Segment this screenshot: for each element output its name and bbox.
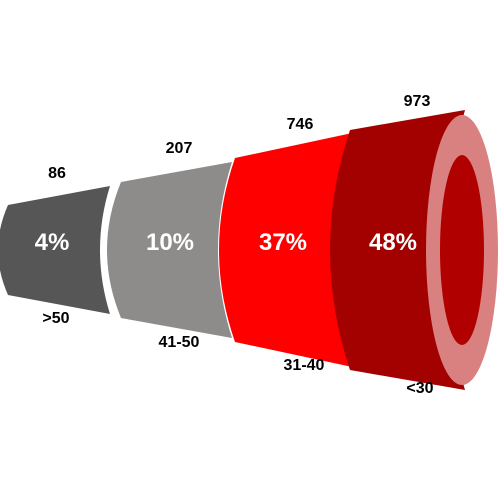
funnel-segment-1 — [0, 186, 110, 314]
segment-percent-label: 10% — [146, 229, 194, 256]
funnel-segment-3 — [219, 132, 357, 368]
segment-value-label: 973 — [404, 93, 431, 110]
segment-category-label: >50 — [42, 310, 69, 327]
segment-category-label: <30 — [406, 380, 433, 397]
segment-category-label: 41-50 — [159, 334, 200, 351]
segment-value-label: 207 — [166, 140, 193, 157]
funnel-segments — [0, 110, 498, 390]
funnel-labels: 4% 10% 37% 48% 86 207 746 973 >50 41-50 … — [35, 93, 434, 397]
segment-percent-label: 37% — [259, 229, 307, 256]
segment-percent-label: 48% — [369, 229, 417, 256]
funnel-end-cap-opening — [440, 155, 484, 345]
segment-percent-label: 4% — [35, 229, 70, 256]
funnel-segment-2 — [107, 162, 232, 338]
segment-value-label: 746 — [287, 116, 314, 133]
segment-value-label: 86 — [48, 165, 66, 182]
segment-category-label: 31-40 — [284, 357, 325, 374]
